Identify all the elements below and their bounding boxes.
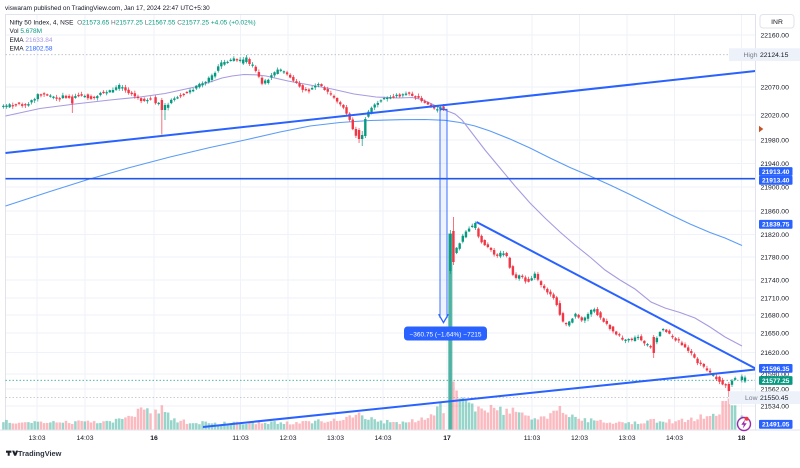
svg-text:21900.00: 21900.00 [761,184,790,191]
svg-text:21620.00: 21620.00 [761,350,790,357]
svg-text:EMA 21633.84: EMA 21633.84 [10,37,53,44]
svg-text:13:03: 13:03 [327,435,344,442]
svg-text:22020.00: 22020.00 [761,112,790,119]
svg-text:22124.15: 22124.15 [760,52,789,59]
svg-text:17: 17 [443,435,451,442]
svg-text:12:03: 12:03 [571,435,588,442]
svg-text:21839.75: 21839.75 [762,222,790,229]
svg-text:21913.40: 21913.40 [762,178,790,185]
svg-text:Low: Low [745,395,758,402]
svg-text:−360.75 (−1.64%) −7215: −360.75 (−1.64%) −7215 [409,332,481,339]
svg-text:14:03: 14:03 [374,435,391,442]
svg-text:Vol 5.678M: Vol 5.678M [10,28,43,35]
svg-text:21820.00: 21820.00 [761,232,790,239]
svg-text:viswaram published on TradingV: viswaram published on TradingView.com, J… [5,5,210,12]
svg-text:13:03: 13:03 [28,435,45,442]
svg-text:21550.45: 21550.45 [760,395,789,402]
svg-text:21940.00: 21940.00 [761,161,790,168]
svg-text:High: High [744,52,758,59]
svg-text:INR: INR [771,19,783,26]
svg-text:EMA 21802.58: EMA 21802.58 [10,46,53,53]
svg-text:13:03: 13:03 [618,435,635,442]
svg-text:11:03: 11:03 [232,435,249,442]
svg-text:12:03: 12:03 [279,435,296,442]
svg-text:Nifty 50 Index, 4, NSE O21573: Nifty 50 Index, 4, NSE O21573.65 H21577.… [10,19,256,26]
svg-text:16: 16 [150,435,158,442]
svg-text:21913.40: 21913.40 [762,169,790,176]
svg-text:21710.00: 21710.00 [761,295,790,302]
svg-text:21562.00: 21562.00 [761,386,790,393]
svg-text:21680.00: 21680.00 [761,312,790,319]
svg-text:21534.00: 21534.00 [761,403,790,410]
svg-text:14:03: 14:03 [666,435,683,442]
svg-text:22160.00: 22160.00 [761,32,790,39]
svg-text:21491.05: 21491.05 [762,422,790,429]
svg-text:21596.35: 21596.35 [762,366,790,373]
svg-text:21860.00: 21860.00 [761,208,790,215]
svg-text:11:03: 11:03 [524,435,541,442]
svg-text:18: 18 [738,435,746,442]
svg-text:14:03: 14:03 [76,435,93,442]
svg-text:21780.00: 21780.00 [761,254,790,261]
svg-text:22070.00: 22070.00 [761,84,790,91]
svg-text:21740.00: 21740.00 [761,277,790,284]
svg-text:21590.00: 21590.00 [761,371,790,378]
svg-text:21650.00: 21650.00 [761,330,790,337]
svg-text:21577.25: 21577.25 [762,378,790,385]
svg-text:21980.00: 21980.00 [761,137,790,144]
svg-text:TradingView: TradingView [18,449,62,458]
